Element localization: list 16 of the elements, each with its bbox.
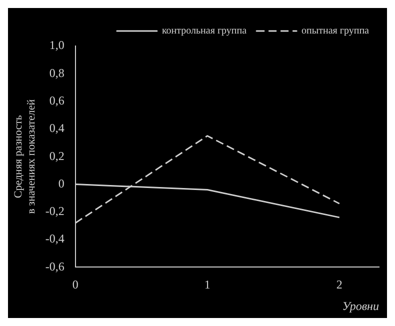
y-tick-label: 1,0 [49, 38, 64, 52]
y-tick-label: -0,6 [45, 259, 64, 274]
x-tick-label: 0 [72, 278, 78, 292]
y-tick-label: 0,2 [49, 148, 64, 163]
legend-label: контрольная группа [162, 26, 248, 37]
y-axis-title: Средняя разность в значениях показателей [12, 99, 38, 214]
y-tick-label: 0,6 [49, 93, 64, 108]
y-tick-label: 0,8 [49, 66, 64, 80]
x-tick-label: 2 [336, 278, 342, 292]
y-tick-label: 0,4 [49, 121, 64, 136]
y-tick-label: -0,4 [45, 232, 64, 246]
y-tick-label: 0 [58, 176, 64, 190]
x-axis-title: Уровни [342, 298, 379, 313]
y-tick-label: -0,2 [45, 204, 64, 218]
x-tick-label: 1 [204, 278, 210, 292]
legend-label: опытная группа [302, 26, 370, 37]
